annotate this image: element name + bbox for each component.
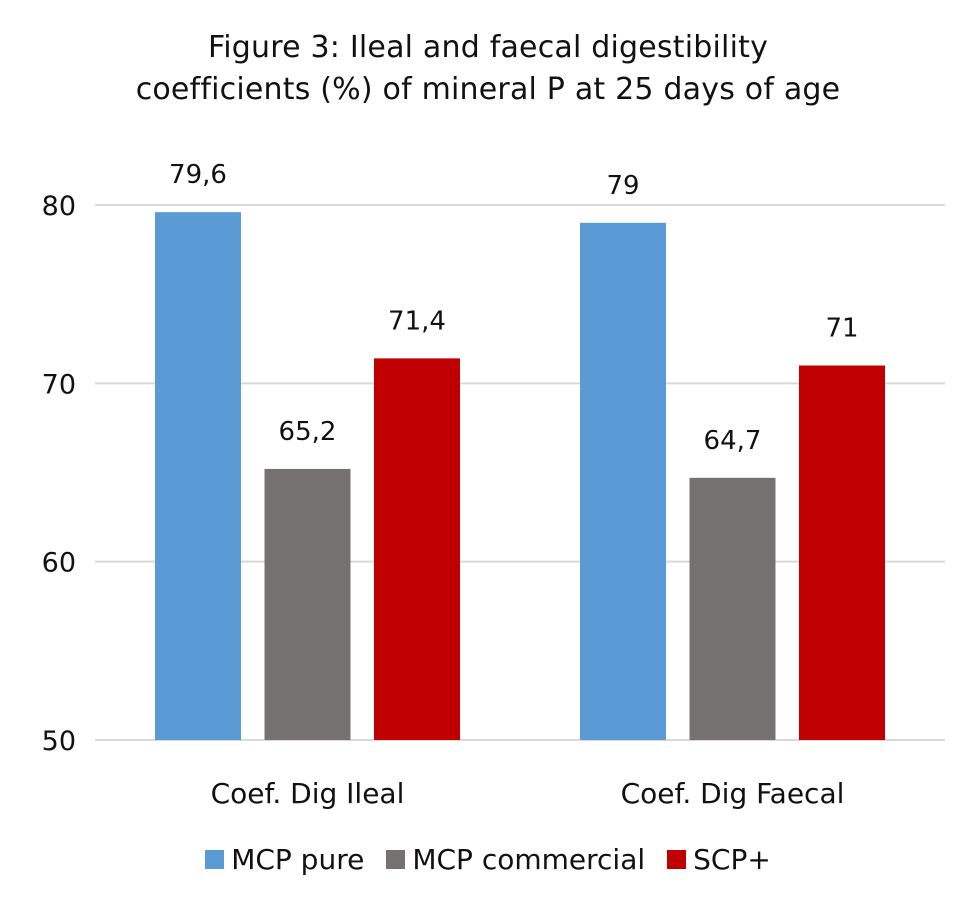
y-tick-label-70: 70 xyxy=(42,369,76,400)
legend-item-scp-plus: SCP+ xyxy=(667,843,771,876)
data-label-scp-plus-coef-dig-faecal: 71 xyxy=(825,314,858,344)
legend-label-mcp-commercial: MCP commercial xyxy=(412,843,646,876)
legend-label-scp-plus: SCP+ xyxy=(693,843,771,876)
data-labels: 79,6 65,2 71,4 79 64,7 71 xyxy=(169,160,858,456)
legend-item-mcp-pure: MCP pure xyxy=(205,843,364,876)
bar-scp-plus-coef-dig-faecal xyxy=(799,365,885,740)
data-label-mcp-commercial-coef-dig-faecal: 64,7 xyxy=(704,426,762,456)
bar-mcp-pure-coef-dig-ileal xyxy=(155,212,241,741)
x-category-label-coef-dig-ileal: Coef. Dig Ileal xyxy=(211,777,405,810)
bar-mcp-pure-coef-dig-faecal xyxy=(580,222,666,741)
x-category-label-coef-dig-faecal: Coef. Dig Faecal xyxy=(621,777,845,810)
y-tick-label-60: 60 xyxy=(42,548,76,579)
legend-swatch-mcp-pure xyxy=(205,850,225,869)
legend-item-mcp-commercial: MCP commercial xyxy=(386,843,645,876)
y-tick-label-80: 80 xyxy=(42,191,76,222)
chart-title: Figure 3: Ileal and faecal digestibility… xyxy=(0,27,976,111)
data-label-mcp-pure-coef-dig-faecal: 79 xyxy=(606,171,639,201)
y-tick-label-50: 50 xyxy=(42,726,76,757)
data-label-scp-plus-coef-dig-ileal: 71,4 xyxy=(388,306,446,336)
legend-label-mcp-pure: MCP pure xyxy=(231,843,365,876)
bar-mcp-commercial-coef-dig-faecal xyxy=(689,477,776,740)
x-axis-categories: Coef. Dig Ileal Coef. Dig Faecal xyxy=(211,777,845,810)
bars xyxy=(155,212,885,741)
bar-mcp-commercial-coef-dig-ileal xyxy=(264,468,351,740)
legend-swatch-scp-plus xyxy=(667,850,687,869)
bar-scp-plus-coef-dig-ileal xyxy=(374,358,460,740)
legend-swatch-mcp-commercial xyxy=(386,850,406,869)
legend: MCP pure MCP commercial SCP+ xyxy=(0,843,976,876)
data-label-mcp-commercial-coef-dig-ileal: 65,2 xyxy=(279,417,337,447)
chart-title-line-2: coefficients (%) of mineral P at 25 days… xyxy=(135,72,841,107)
data-label-mcp-pure-coef-dig-ileal: 79,6 xyxy=(169,160,227,190)
chart-title-line-1: Figure 3: Ileal and faecal digestibility xyxy=(207,30,769,65)
y-axis-ticks: 50 60 70 80 xyxy=(42,191,76,757)
